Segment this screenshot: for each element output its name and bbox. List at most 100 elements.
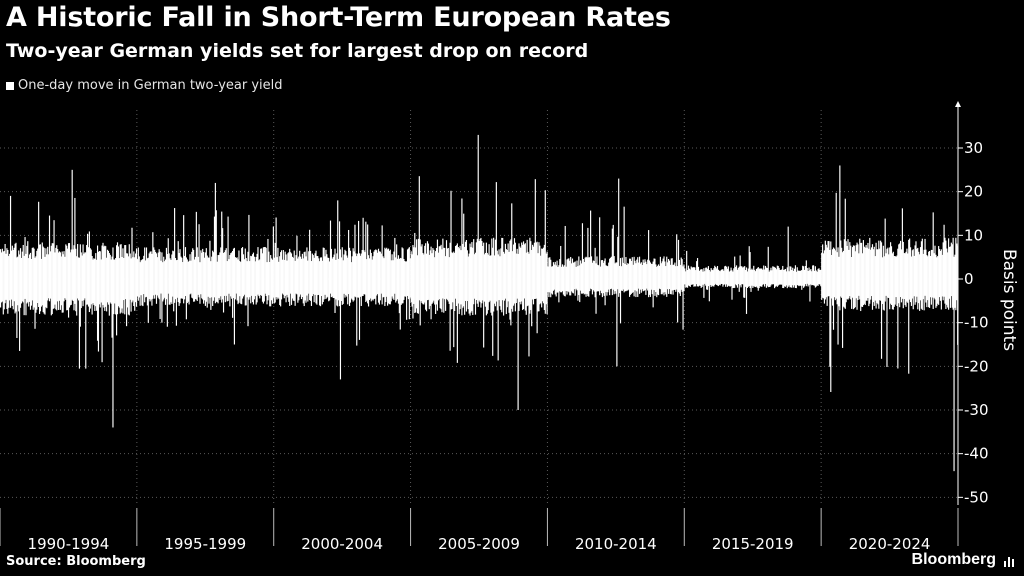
- source-note: Source: Bloomberg: [6, 554, 146, 569]
- bar-2000-2004-47: [316, 256, 318, 305]
- bar-2015-2019-77: [754, 269, 756, 287]
- bar-2010-2014-57: [599, 217, 601, 296]
- bar-1995-1999-32: [165, 247, 168, 300]
- bar-2020-2024-47: [863, 246, 865, 304]
- bar-2000-2004-32: [302, 258, 304, 304]
- bar-2000-2004-13: [285, 254, 287, 303]
- bar-1995-1999-8: [144, 247, 146, 303]
- bar-2010-2014-130: [665, 266, 667, 295]
- bar-1995-1999-112: [238, 250, 240, 303]
- bar-2015-2019-51: [730, 267, 732, 287]
- bar-2015-2019-118: [791, 270, 793, 288]
- bar-2010-2014-54: [596, 256, 598, 292]
- bar-2005-2009-92: [493, 255, 496, 304]
- bar-2020-2024-96: [908, 239, 910, 374]
- chart-title: A Historic Fall in Short-Term European R…: [6, 2, 671, 33]
- bar-1990-1994-94: [85, 252, 87, 369]
- bar-2005-2009-102: [503, 251, 505, 316]
- bar-2010-2014-0: [547, 266, 549, 293]
- bar-2010-2014-109: [646, 264, 648, 289]
- bar-2005-2009-46: [452, 253, 454, 303]
- bar-1990-1994-49: [44, 256, 46, 315]
- bar-1995-1999-34: [167, 238, 169, 294]
- bar-1995-1999-47: [179, 249, 181, 304]
- bar-2020-2024-19: [838, 256, 840, 307]
- bar-1995-1999-70: [200, 250, 202, 295]
- bar-2015-2019-44: [724, 266, 726, 285]
- bar-2015-2019-37: [717, 269, 719, 287]
- bar-2015-2019-26: [707, 266, 710, 287]
- bar-1990-1994-19: [17, 256, 19, 306]
- bar-2015-2019-141: [812, 265, 814, 285]
- bar-2010-2014-62: [603, 260, 605, 296]
- bar-2000-2004-118: [380, 253, 382, 294]
- bar-2000-2004-80: [346, 255, 348, 297]
- bar-2005-2009-95: [496, 250, 498, 311]
- bar-2005-2009-12: [421, 244, 423, 304]
- bar-2010-2014-60: [601, 259, 603, 298]
- bar-2000-2004-116: [378, 251, 381, 305]
- bar-2020-2024-133: [941, 254, 943, 297]
- bar-1990-1994-110: [99, 251, 101, 308]
- bar-2005-2009-100: [501, 237, 503, 313]
- bar-2000-2004-31: [301, 253, 303, 297]
- bar-2020-2024-22: [841, 247, 843, 298]
- bar-1995-1999-77: [206, 255, 208, 308]
- bar-1990-1994-136: [123, 257, 125, 301]
- bar-1995-1999-13: [148, 253, 150, 300]
- bar-2020-2024-87: [899, 240, 902, 298]
- bar-1990-1994-128: [116, 245, 118, 336]
- bar-2015-2019-25: [706, 268, 709, 290]
- bar-2005-2009-109: [509, 240, 511, 320]
- bar-2010-2014-123: [658, 265, 661, 289]
- bar-2020-2024-33: [851, 257, 853, 309]
- bar-group-2010-2014: [547, 178, 685, 367]
- bar-1995-1999-107: [233, 247, 235, 345]
- bar-2005-2009-54: [459, 245, 461, 310]
- bar-2010-2014-58: [600, 266, 602, 291]
- bar-2010-2014-82: [621, 257, 623, 291]
- bar-2005-2009-124: [522, 241, 525, 310]
- bar-1995-1999-35: [168, 253, 170, 305]
- bar-2020-2024-10: [830, 241, 832, 392]
- bar-2005-2009-73: [476, 238, 478, 304]
- bar-1990-1994-104: [94, 259, 96, 311]
- bar-2010-2014-127: [662, 258, 664, 293]
- bar-2015-2019-66: [744, 266, 746, 298]
- bar-1990-1994-65: [58, 251, 61, 301]
- bar-2020-2024-44: [861, 242, 863, 307]
- bar-2010-2014-118: [654, 258, 656, 296]
- bar-1990-1994-93: [84, 252, 86, 299]
- bar-2000-2004-142: [402, 248, 404, 304]
- x-tick-label-2000-2004: 2000-2004: [301, 535, 383, 553]
- bar-1990-1994-70: [63, 251, 65, 302]
- bar-2020-2024-67: [881, 257, 884, 304]
- bar-2010-2014-124: [659, 256, 661, 290]
- bar-2005-2009-25: [433, 249, 435, 301]
- bar-2020-2024-13: [832, 247, 835, 330]
- bar-1990-1994-82: [74, 197, 76, 304]
- bar-2015-2019-21: [703, 268, 705, 298]
- bar-1990-1994-60: [54, 252, 56, 305]
- bar-2020-2024-109: [919, 247, 922, 301]
- bar-2015-2019-116: [789, 266, 791, 288]
- bar-1990-1994-130: [117, 246, 119, 307]
- bar-2020-2024-106: [917, 247, 919, 310]
- bar-1990-1994-126: [114, 259, 116, 304]
- bar-2015-2019-108: [782, 265, 784, 288]
- bar-1995-1999-130: [254, 261, 256, 297]
- y-tick-label-8: -50: [964, 488, 989, 506]
- bar-1995-1999-117: [242, 254, 245, 297]
- bar-2000-2004-91: [356, 256, 358, 346]
- bar-2015-2019-10: [693, 267, 695, 287]
- bar-2000-2004-17: [289, 248, 291, 306]
- bar-1990-1994-111: [100, 259, 102, 303]
- bar-2015-2019-46: [725, 266, 728, 285]
- bar-2005-2009-105: [505, 249, 507, 315]
- bar-1990-1994-69: [62, 254, 64, 313]
- bar-2010-2014-105: [642, 259, 644, 292]
- bar-1990-1994-31: [28, 258, 30, 307]
- bar-1995-1999-86: [214, 182, 216, 304]
- bar-2005-2009-99: [500, 248, 502, 310]
- bar-2000-2004-45: [314, 253, 316, 295]
